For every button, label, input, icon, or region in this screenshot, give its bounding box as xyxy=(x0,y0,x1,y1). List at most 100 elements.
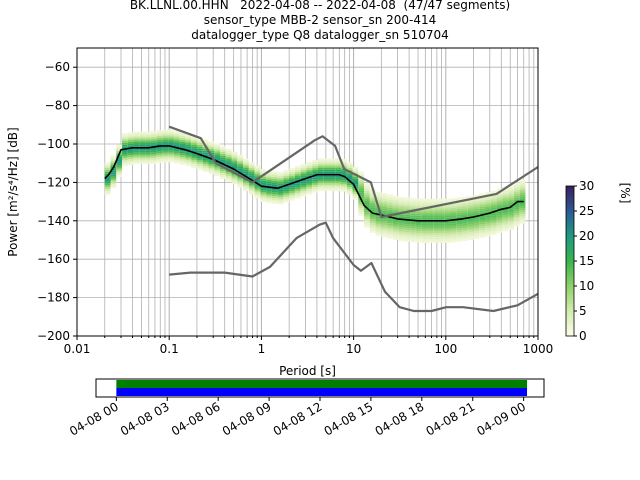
histogram-cell xyxy=(392,199,399,202)
colorbar-segment xyxy=(566,321,574,324)
histogram-cell xyxy=(398,202,405,205)
histogram-cell xyxy=(485,207,491,210)
histogram-cell xyxy=(444,221,451,224)
colorbar-segment xyxy=(566,263,574,267)
histogram-cell xyxy=(116,163,123,166)
histogram-cell xyxy=(289,177,295,180)
histogram-cell xyxy=(173,130,180,133)
histogram-cell xyxy=(312,184,318,187)
x-tick-label: 0.1 xyxy=(160,342,179,356)
histogram-cell xyxy=(145,152,151,155)
histogram-cell xyxy=(300,185,307,187)
histogram-cell xyxy=(485,209,491,212)
histogram-cell xyxy=(438,217,445,220)
histogram-cell xyxy=(306,190,313,193)
histogram-cell xyxy=(513,224,520,227)
histogram-cell xyxy=(341,185,347,188)
histogram-cell xyxy=(266,201,272,204)
histogram-cell xyxy=(427,239,434,241)
histogram-cell xyxy=(352,184,359,187)
histogram-cell xyxy=(220,155,226,158)
histogram-cell xyxy=(214,147,221,150)
histogram-cell xyxy=(139,148,146,151)
histogram-cell xyxy=(358,181,365,184)
histogram-cell xyxy=(392,230,399,233)
histogram-cell xyxy=(225,177,232,180)
histogram-cell xyxy=(438,225,445,228)
histogram-cell xyxy=(490,213,497,216)
histogram-cell xyxy=(473,202,480,205)
histogram-cell xyxy=(306,181,313,184)
histogram-cell xyxy=(237,166,244,169)
colorbar-segment xyxy=(566,188,574,192)
histogram-cell xyxy=(202,150,209,153)
histogram-cell xyxy=(479,203,486,206)
histogram-cell xyxy=(502,204,509,207)
histogram-cell xyxy=(387,207,393,210)
histogram-cell xyxy=(467,195,474,198)
histogram-cell xyxy=(277,181,284,184)
histogram-cell xyxy=(231,174,238,177)
histogram-cell xyxy=(398,208,405,211)
histogram-cell xyxy=(508,189,514,192)
histogram-cell xyxy=(346,164,353,166)
histogram-cell xyxy=(444,214,451,216)
histogram-cell xyxy=(116,150,123,153)
colorbar-segment xyxy=(566,241,574,244)
colorbar-tick-label: 30 xyxy=(579,179,594,193)
histogram-cell xyxy=(122,135,128,138)
histogram-cell xyxy=(496,202,503,205)
histogram-cell xyxy=(289,187,295,190)
histogram-cell xyxy=(479,216,486,219)
histogram-cell xyxy=(271,199,278,202)
histogram-cell xyxy=(145,135,151,138)
histogram-cell xyxy=(427,240,434,243)
histogram-cell xyxy=(150,150,157,153)
histogram-cell xyxy=(306,179,313,182)
histogram-cell xyxy=(496,206,503,208)
histogram-cell xyxy=(490,232,497,235)
histogram-cell xyxy=(421,239,428,241)
histogram-cell xyxy=(438,210,445,213)
colorbar-segment xyxy=(566,206,574,209)
histogram-cell xyxy=(462,225,468,228)
histogram-cell xyxy=(410,234,416,237)
histogram-cell xyxy=(104,179,111,182)
histogram-cell xyxy=(381,198,388,201)
histogram-cell xyxy=(410,230,416,233)
histogram-cell xyxy=(335,160,342,163)
histogram-cell xyxy=(156,160,163,163)
histogram-cell xyxy=(254,194,261,197)
histogram-cell xyxy=(271,180,278,183)
histogram-cell xyxy=(323,177,330,180)
histogram-cell xyxy=(127,157,134,160)
histogram-cell xyxy=(145,158,151,161)
histogram-cell xyxy=(450,198,457,201)
histogram-cell xyxy=(335,177,342,180)
histogram-cell xyxy=(300,165,307,168)
histogram-cell xyxy=(502,202,509,205)
histogram-cell xyxy=(312,181,318,184)
histogram-cell xyxy=(133,162,140,165)
histogram-cell xyxy=(341,170,347,173)
histogram-cell xyxy=(444,204,451,207)
histogram-cell xyxy=(415,236,422,239)
x-tick-label: 1 xyxy=(258,342,266,356)
histogram-cell xyxy=(462,200,468,203)
histogram-cell xyxy=(421,217,428,220)
histogram-cell xyxy=(150,138,157,141)
histogram-cell xyxy=(110,157,117,160)
histogram-cell xyxy=(317,183,324,186)
histogram-cell xyxy=(513,213,520,216)
histogram-cell xyxy=(387,217,393,220)
histogram-cell xyxy=(404,216,411,219)
histogram-cell xyxy=(323,179,330,182)
histogram-cell xyxy=(312,173,318,176)
histogram-cell xyxy=(462,233,468,236)
histogram-cell xyxy=(243,171,249,174)
histogram-cell xyxy=(266,183,272,186)
histogram-cell xyxy=(341,183,347,186)
histogram-cell xyxy=(271,184,278,187)
colorbar-segment xyxy=(566,223,574,227)
histogram-cell xyxy=(485,222,491,225)
